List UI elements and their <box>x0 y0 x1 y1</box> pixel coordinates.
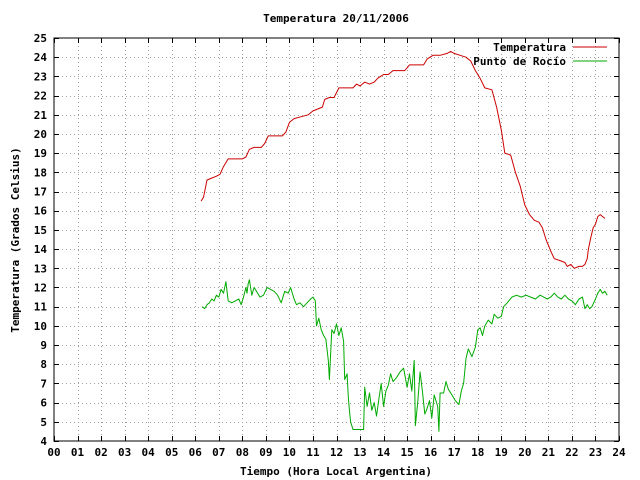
ticks-layer: 00 01 02 03 04 05 06 07 08 09 10 11 12 13 14 15 16 17 18 19… <box>34 32 626 459</box>
y-tick-label: 11 <box>34 301 48 314</box>
x-tick-label: 00 <box>47 446 60 459</box>
x-tick-label: 24 <box>612 446 626 459</box>
y-tick-label: 12 <box>34 281 47 294</box>
x-tick-label: 07 <box>212 446 225 459</box>
x-tick-label: 17 <box>448 446 461 459</box>
x-tick-label: 03 <box>118 446 131 459</box>
y-axis-label: Temperatura (Grados Celsius) <box>9 147 22 332</box>
x-tick-label: 01 <box>71 446 85 459</box>
x-tick-label: 14 <box>377 446 391 459</box>
y-tick-label: 20 <box>34 128 47 141</box>
y-tick-label: 9 <box>40 339 47 352</box>
x-tick-label: 18 <box>471 446 484 459</box>
y-tick-label: 14 <box>34 243 48 256</box>
y-tick-label: 4 <box>40 435 47 448</box>
y-tick-label: 23 <box>34 70 47 83</box>
y-tick-label: 16 <box>34 205 48 218</box>
x-tick-label: 04 <box>142 446 156 459</box>
x-tick-label: 22 <box>565 446 578 459</box>
y-tick-label: 7 <box>40 377 47 390</box>
x-tick-label: 02 <box>94 446 107 459</box>
x-tick-label: 12 <box>330 446 343 459</box>
y-tick-label: 22 <box>34 90 47 103</box>
y-tick-label: 19 <box>34 147 47 160</box>
grid-layer <box>54 38 619 441</box>
y-tick-label: 24 <box>34 51 48 64</box>
x-tick-label: 15 <box>401 446 414 459</box>
y-tick-label: 13 <box>34 262 47 275</box>
x-tick-label: 09 <box>259 446 272 459</box>
y-tick-label: 21 <box>34 109 48 122</box>
y-tick-label: 18 <box>34 166 47 179</box>
x-axis-label: Tiempo (Hora Local Argentina) <box>240 465 432 478</box>
y-tick-label: 17 <box>34 186 47 199</box>
x-tick-label: 23 <box>589 446 602 459</box>
series-line-temperatura <box>200 50 606 269</box>
x-tick-label: 08 <box>236 446 249 459</box>
chart-title: Temperatura 20/11/2006 <box>263 12 409 25</box>
x-tick-label: 11 <box>306 446 320 459</box>
legend: Temperatura Punto de Rocío <box>473 41 607 68</box>
series-line-punto-de-rocio <box>201 279 608 432</box>
y-tick-label: 5 <box>40 416 47 429</box>
x-tick-label: 20 <box>518 446 531 459</box>
x-tick-label: 13 <box>353 446 366 459</box>
y-tick-label: 10 <box>34 320 47 333</box>
y-tick-label: 15 <box>34 224 47 237</box>
x-tick-label: 21 <box>542 446 556 459</box>
plot-frame <box>53 37 620 442</box>
legend-label-punto-de-rocio: Punto de Rocío <box>473 55 566 68</box>
x-tick-label: 06 <box>189 446 203 459</box>
y-tick-label: 6 <box>40 397 47 410</box>
x-tick-label: 16 <box>424 446 438 459</box>
y-tick-label: 25 <box>34 32 47 45</box>
x-tick-label: 10 <box>283 446 296 459</box>
legend-label-temperatura: Temperatura <box>493 41 566 54</box>
y-tick-label: 8 <box>40 358 47 371</box>
x-tick-label: 19 <box>495 446 508 459</box>
x-tick-label: 05 <box>165 446 178 459</box>
series-layer <box>200 50 608 432</box>
